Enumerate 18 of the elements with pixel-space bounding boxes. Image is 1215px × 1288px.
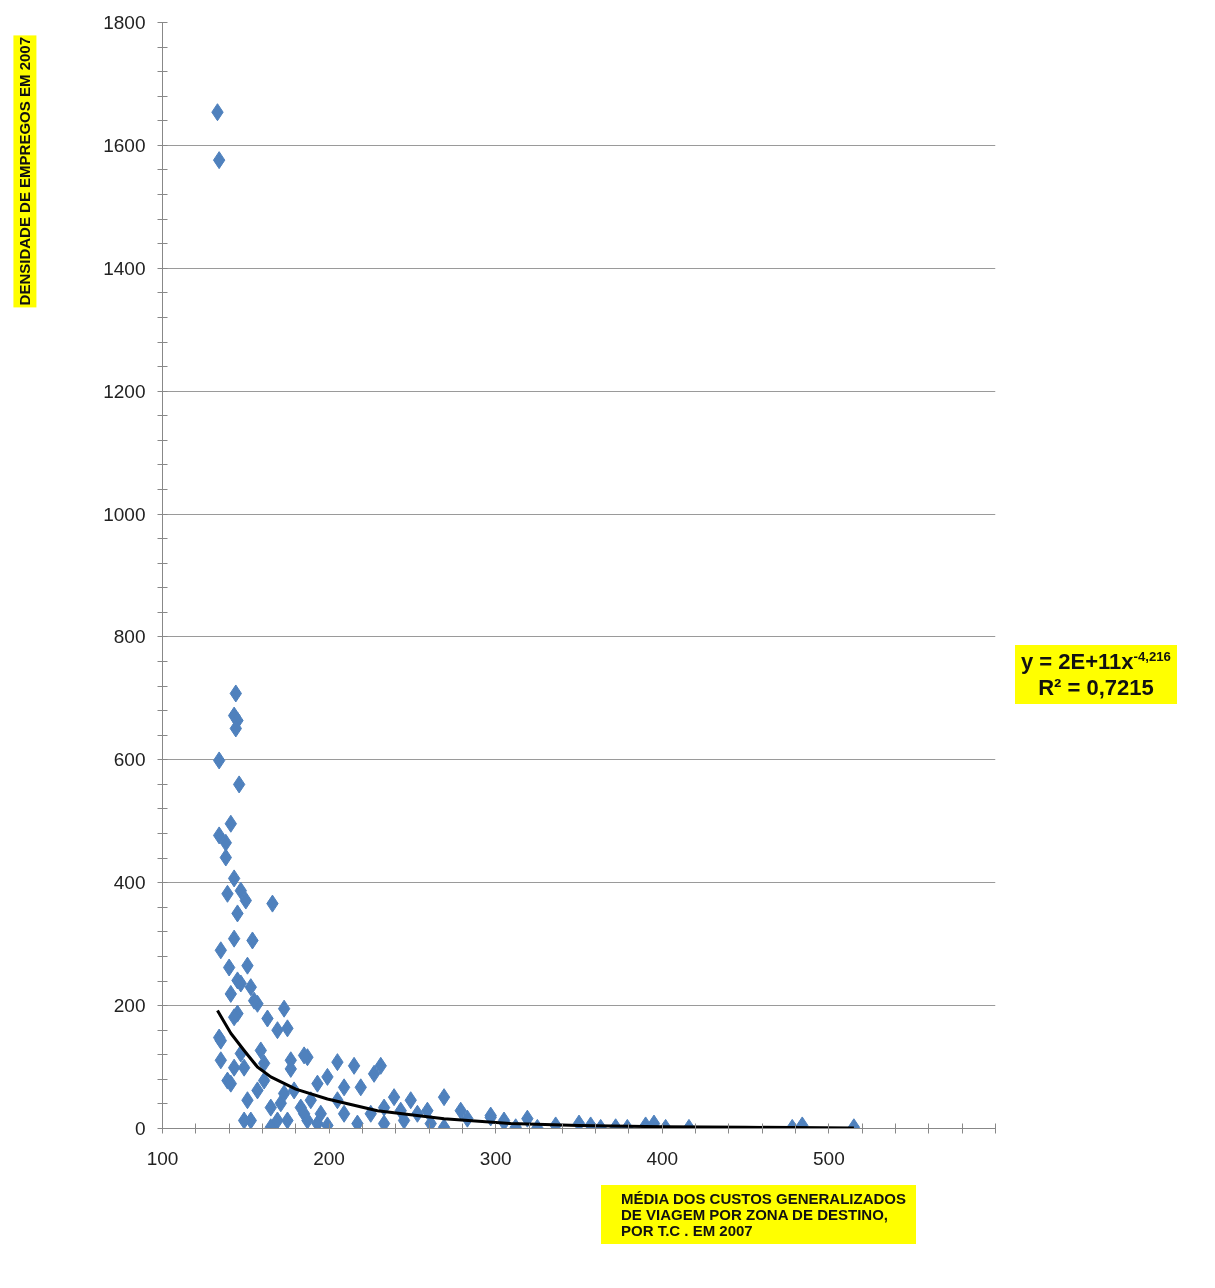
y-tick-label: 1800 — [103, 12, 146, 33]
x-tick-label: 400 — [646, 1147, 679, 1169]
y-axis-title: DENSIDADE DE EMPREGOS EM 2007 — [13, 35, 37, 308]
x-tick-label: 100 — [146, 1147, 179, 1169]
y-tick-label: 600 — [113, 749, 146, 771]
y-tick-label: 1200 — [103, 380, 146, 402]
text: y = 2E+11x$^{-4,216}$ R² = 0,7215 — [1015, 645, 1177, 704]
x-tick-label: 200 — [313, 1147, 345, 1169]
y-tick-label: 1000 — [103, 503, 146, 525]
x-tick-label: 500 — [813, 1147, 845, 1169]
y-tick-label: 400 — [113, 872, 146, 894]
y-tick-label: 1600 — [103, 134, 146, 156]
y-tick-label: 1400 — [103, 257, 146, 279]
y-tick-label: 800 — [113, 626, 146, 648]
x-axis-title: MÉDIA DOS CUSTOS GENERALIZADOS DE VIAGEM POR ZONA DE DESTINO, POR T.C . EM 2007 — [601, 1185, 917, 1245]
y-tick-label: 0 — [134, 1118, 146, 1139]
x-tick-label: 300 — [479, 1147, 512, 1169]
y-tick-label: 200 — [113, 995, 146, 1017]
